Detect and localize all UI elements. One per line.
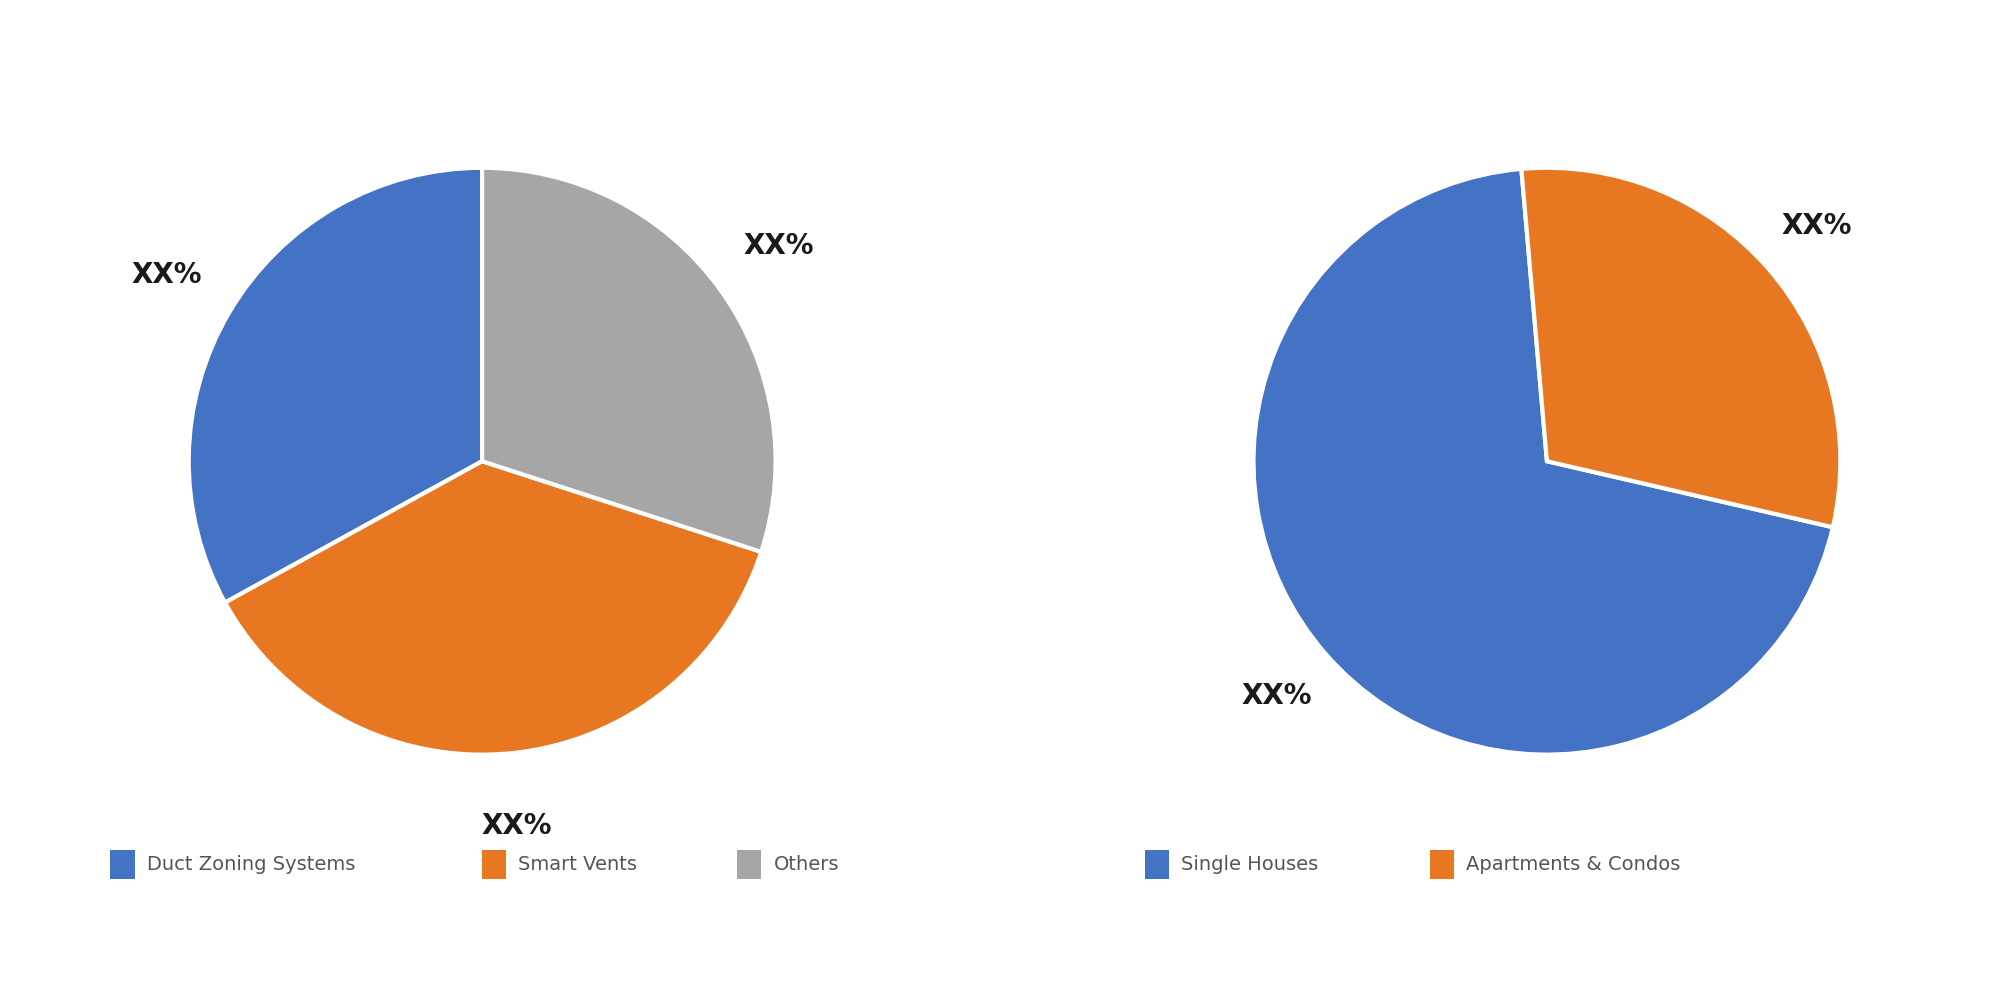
Bar: [482, 851, 506, 879]
Wedge shape: [482, 168, 775, 552]
Text: Website: www.theindustrystats.com: Website: www.theindustrystats.com: [1611, 942, 1979, 961]
Text: Single Houses: Single Houses: [1181, 855, 1318, 874]
Text: XX%: XX%: [131, 260, 201, 288]
Text: Email: sales@theindustrystats.com: Email: sales@theindustrystats.com: [828, 942, 1181, 961]
Text: XX%: XX%: [1782, 213, 1852, 241]
Wedge shape: [1521, 168, 1840, 527]
Wedge shape: [1254, 169, 1832, 754]
Wedge shape: [225, 461, 761, 754]
Text: Fig. Global Residential Zoning System Market Share by Product Types & Applicatio: Fig. Global Residential Zoning System Ma…: [24, 38, 1406, 66]
Text: Duct Zoning Systems: Duct Zoning Systems: [147, 855, 356, 874]
Text: XX%: XX%: [482, 812, 552, 840]
Text: XX%: XX%: [1242, 682, 1312, 710]
Text: Others: Others: [773, 855, 840, 874]
Text: XX%: XX%: [743, 232, 814, 259]
Text: Apartments & Condos: Apartments & Condos: [1467, 855, 1680, 874]
Bar: [110, 851, 135, 879]
Text: Smart Vents: Smart Vents: [518, 855, 637, 874]
Bar: [1430, 851, 1455, 879]
Bar: [1145, 851, 1169, 879]
Bar: [737, 851, 761, 879]
Text: Source: Theindustrystats Analysis: Source: Theindustrystats Analysis: [30, 942, 376, 961]
Wedge shape: [189, 168, 482, 602]
